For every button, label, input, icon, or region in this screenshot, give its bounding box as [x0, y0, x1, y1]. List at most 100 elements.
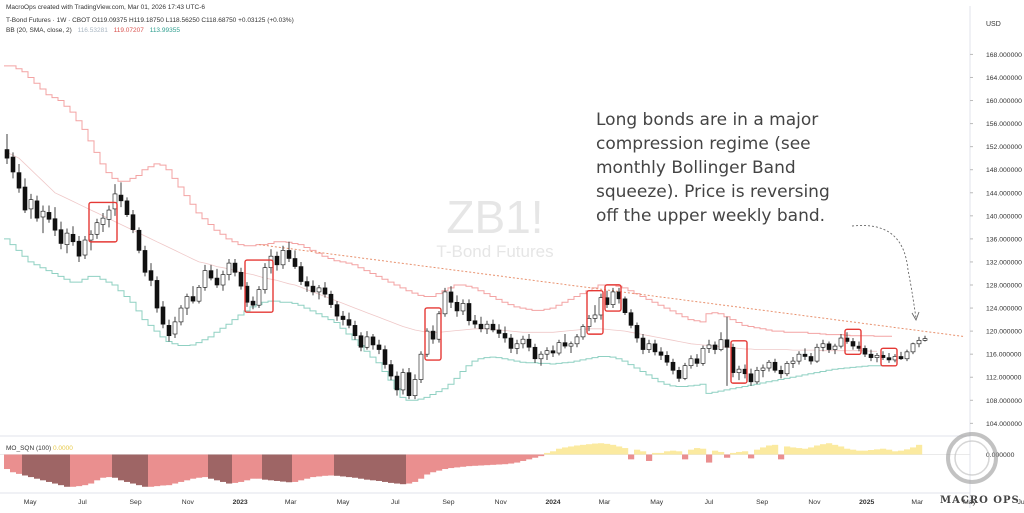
osc-bar	[298, 454, 305, 481]
candle-body	[658, 351, 664, 356]
candle-body	[232, 262, 238, 273]
osc-bar	[730, 452, 737, 455]
candle-body	[154, 280, 160, 309]
candle-body	[580, 326, 586, 338]
oscillator-value: 0.0000	[52, 445, 73, 452]
candle-body	[796, 353, 802, 362]
osc-zero-label: 0.000000	[986, 452, 1015, 459]
candle-body	[664, 355, 670, 363]
osc-bar	[88, 454, 95, 484]
osc-bar	[718, 451, 725, 455]
osc-bar	[754, 449, 761, 455]
candle-body	[58, 229, 64, 244]
osc-bar	[622, 448, 629, 455]
candle-body	[826, 343, 832, 350]
osc-bar	[346, 454, 353, 478]
candle-body	[550, 350, 556, 354]
candle-body	[406, 372, 412, 396]
candle-body	[184, 296, 190, 309]
osc-bar	[742, 451, 749, 455]
osc-bar	[34, 454, 41, 479]
candle-body	[838, 337, 844, 347]
osc-bar	[700, 448, 707, 455]
candle-body	[76, 240, 82, 257]
osc-bar	[574, 445, 581, 455]
bb-legend: BB (20, SMA, close, 2) 116.53281 119.072…	[6, 27, 184, 34]
y-tick-label: 140.000000	[986, 213, 1022, 220]
osc-bar	[802, 448, 809, 455]
osc-bar	[838, 446, 845, 455]
osc-bar	[76, 454, 83, 487]
osc-bar	[640, 451, 647, 455]
osc-bar	[304, 454, 311, 479]
osc-bar	[52, 454, 59, 484]
candle-body	[274, 255, 280, 266]
osc-bar	[874, 449, 881, 455]
osc-bar	[784, 446, 791, 455]
x-tick-label: Sep	[756, 499, 768, 506]
osc-bar	[214, 454, 221, 481]
candle-body	[700, 348, 706, 364]
highlight-box	[730, 340, 748, 384]
osc-bar	[832, 444, 839, 455]
candle-body	[460, 303, 466, 312]
candle-body	[148, 270, 154, 281]
candle-body	[502, 333, 508, 339]
x-tick-label: Nov	[495, 499, 508, 506]
osc-bar	[706, 454, 713, 463]
annotation-line-2: compression regime (see	[596, 134, 811, 154]
osc-bar	[502, 454, 509, 465]
candle-body	[682, 365, 688, 379]
candle-body	[754, 370, 760, 383]
candle-body	[496, 329, 502, 334]
candle-body	[94, 222, 100, 235]
osc-bar	[358, 454, 365, 479]
osc-bar	[322, 454, 329, 476]
osc-bar	[118, 454, 125, 481]
candle-body	[10, 156, 16, 173]
osc-bar	[94, 454, 101, 481]
osc-bar	[238, 454, 245, 482]
candle-body	[52, 218, 58, 231]
candle-body	[310, 285, 316, 293]
symbol-line: T-Bond Futures · 1W · CBOT O119.09375 H1…	[6, 17, 294, 24]
candle-body	[910, 343, 916, 353]
osc-bar	[778, 454, 785, 460]
logo-ring	[946, 432, 998, 484]
osc-bar	[370, 454, 377, 481]
osc-bar	[28, 454, 35, 478]
osc-bar	[610, 444, 617, 455]
candle-body	[628, 312, 634, 326]
candle-body	[568, 343, 574, 347]
candle-body	[4, 149, 10, 159]
highlight-box	[880, 347, 898, 367]
osc-bar	[178, 454, 185, 482]
candle-body	[316, 287, 322, 293]
osc-bar	[364, 454, 371, 480]
osc-bar	[454, 454, 461, 468]
x-tick-label: Sep	[442, 499, 454, 506]
candle-body	[334, 304, 340, 317]
highlight-box	[604, 284, 622, 312]
highlight-box	[88, 201, 118, 243]
osc-bar	[148, 454, 155, 487]
x-tick-label: May	[963, 499, 976, 506]
osc-bar	[658, 452, 665, 455]
candle-body	[718, 339, 724, 350]
candle-body	[862, 348, 868, 355]
candle-body	[118, 194, 124, 202]
osc-bar	[208, 454, 215, 479]
y-tick-label: 136.000000	[986, 236, 1022, 243]
candle-body	[328, 293, 334, 305]
osc-bar	[340, 454, 347, 477]
candle-body	[478, 323, 484, 330]
candle-body	[208, 270, 214, 279]
osc-bar	[604, 443, 611, 455]
x-tick-label: Jul	[391, 499, 400, 506]
candle-body	[400, 372, 406, 391]
osc-bar	[256, 454, 263, 479]
candle-body	[790, 360, 796, 364]
y-tick-label: 104.000000	[986, 421, 1022, 428]
logo-inner-ring	[954, 440, 990, 476]
